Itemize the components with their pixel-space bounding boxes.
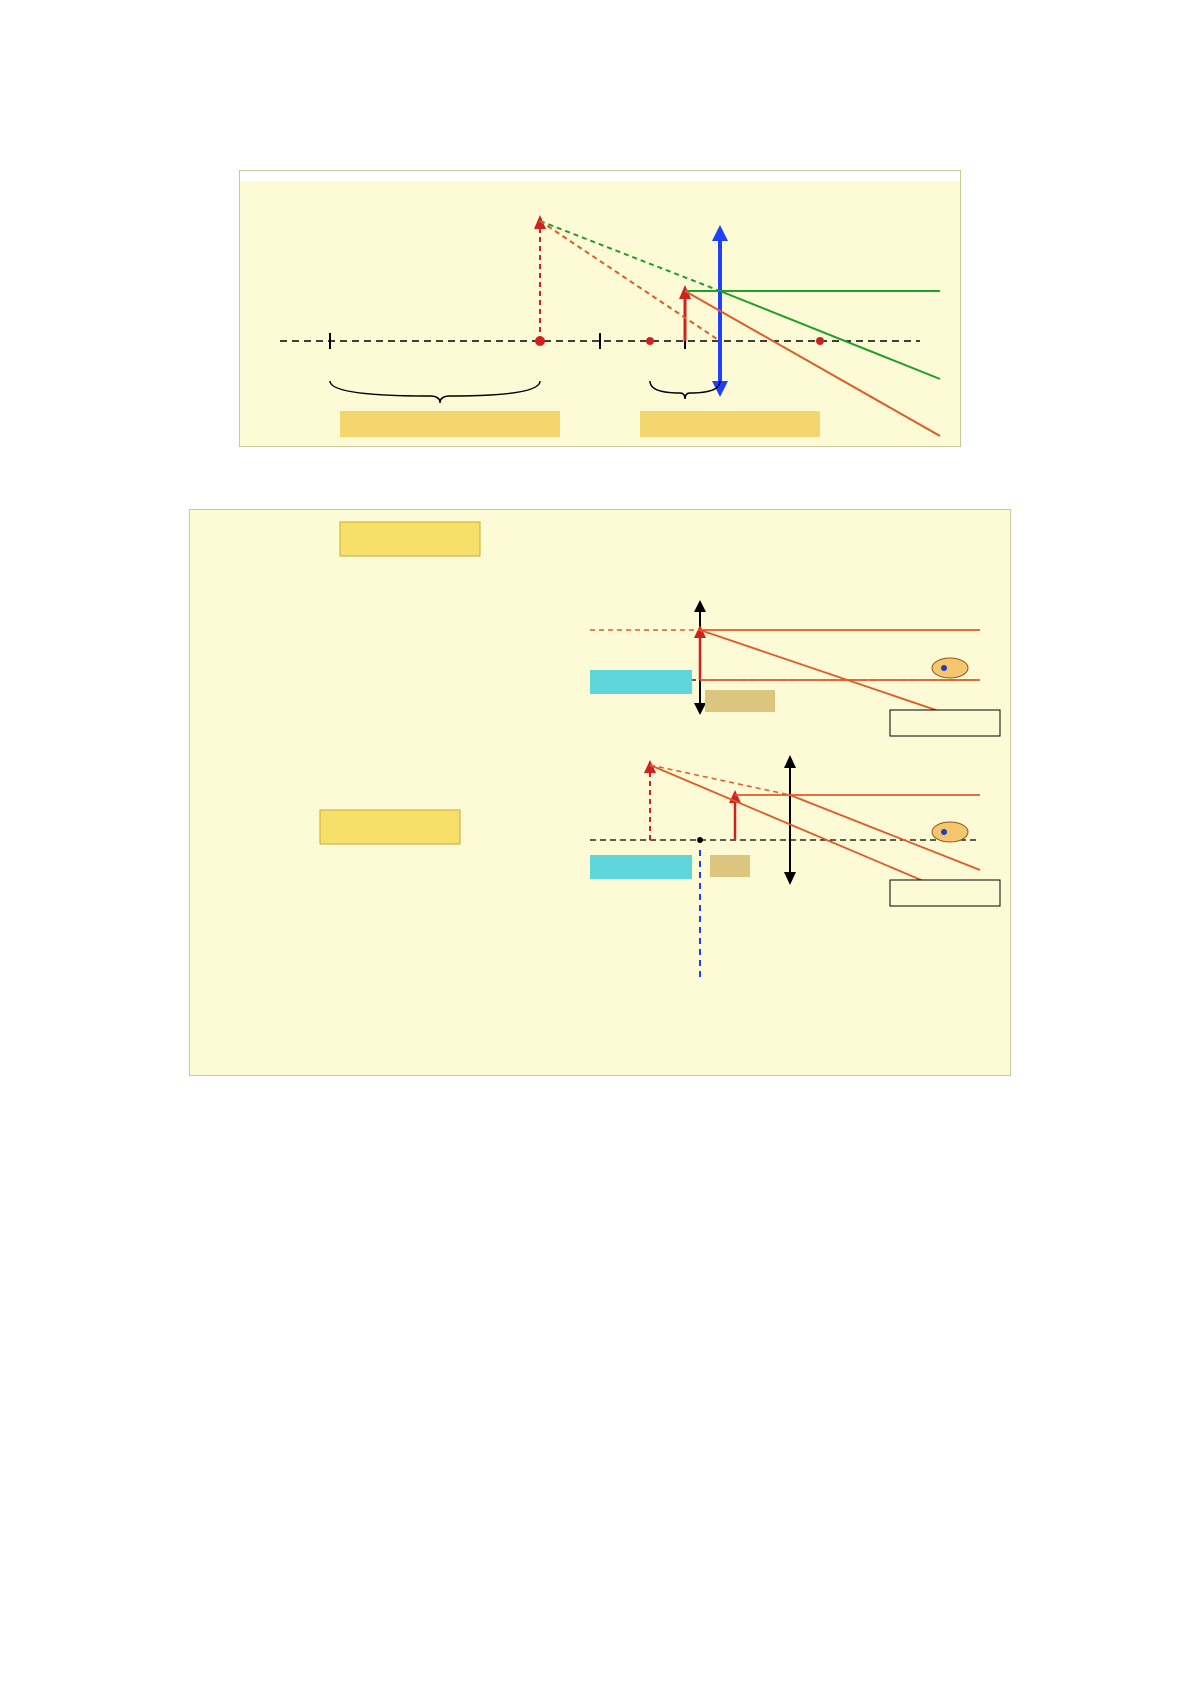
section-1-body xyxy=(80,124,1120,150)
document-page xyxy=(0,0,1200,1697)
section-2-heading xyxy=(80,467,1120,489)
figure-1 xyxy=(239,170,961,447)
figure-1-title xyxy=(240,171,960,181)
figure-1-svg xyxy=(240,181,960,441)
figure-2 xyxy=(189,509,1011,1076)
section-1-heading xyxy=(80,100,1120,122)
figure-2-svg xyxy=(190,510,1010,1070)
